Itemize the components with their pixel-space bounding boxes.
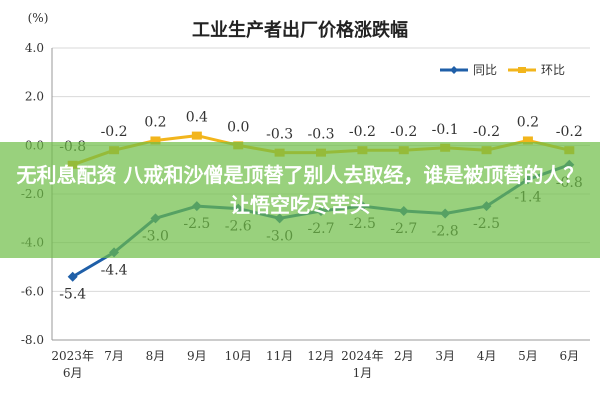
x-tick-label: 11月 xyxy=(266,349,293,363)
x-tick-label: 10月 xyxy=(225,349,252,363)
data-label-环比: -0.2 xyxy=(101,124,128,140)
data-label-环比: -0.2 xyxy=(556,124,583,140)
data-label-环比: 0.2 xyxy=(517,114,539,130)
x-tick-label: 9月 xyxy=(187,349,207,363)
x-tick-label: 2024年 xyxy=(341,349,384,363)
x-tick-label: 12月 xyxy=(307,349,334,363)
x-tick-label: 5月 xyxy=(518,349,538,363)
data-label-环比: -0.3 xyxy=(308,127,335,143)
y-tick-label: 2.0 xyxy=(25,90,44,104)
x-tick-label: 3月 xyxy=(435,349,455,363)
x-tick-label: 6月 xyxy=(559,349,579,363)
data-label-环比: -0.1 xyxy=(432,122,459,138)
x-tick-label: 6月 xyxy=(63,366,83,380)
data-label-环比: -0.2 xyxy=(349,124,376,140)
data-label-环比: 0.4 xyxy=(186,110,208,126)
legend-marker-环比 xyxy=(518,67,526,73)
legend: 同比 环比 xyxy=(440,63,565,77)
y-unit-label: (%) xyxy=(28,11,49,25)
data-label-环比: -0.2 xyxy=(473,124,500,140)
x-tick-label: 8月 xyxy=(146,349,166,363)
x-tick-label: 4月 xyxy=(477,349,497,363)
data-label-环比: 0.2 xyxy=(144,114,166,130)
data-point-同比 xyxy=(67,271,78,282)
data-label-环比: -0.2 xyxy=(390,124,417,140)
x-tick-label: 2月 xyxy=(394,349,414,363)
x-tick-label: 7月 xyxy=(104,349,124,363)
x-tick-label: 1月 xyxy=(353,366,373,380)
x-tick-label: 2023年 xyxy=(51,349,94,363)
data-label-环比: 0.0 xyxy=(227,119,249,135)
data-point-环比 xyxy=(522,136,533,145)
legend-marker-同比 xyxy=(450,66,458,74)
legend-label-环比: 环比 xyxy=(541,63,565,77)
data-point-环比 xyxy=(150,136,161,145)
data-label-同比: -4.4 xyxy=(101,262,128,278)
data-label-环比: -0.3 xyxy=(266,127,293,143)
y-tick-label: -6.0 xyxy=(21,284,44,298)
y-tick-label: -8.0 xyxy=(21,333,44,347)
y-tick-label: 4.0 xyxy=(25,41,44,55)
headline-text[interactable]: 无利息配资 八戒和沙僧是顶替了别人去取经，谁是被顶替的人？让悟空吃尽苦头 xyxy=(16,163,584,217)
headline-banner xyxy=(0,142,600,258)
data-point-环比 xyxy=(191,131,202,140)
legend-label-同比: 同比 xyxy=(473,63,497,77)
chart-title: 工业生产者出厂价格涨跌幅 xyxy=(192,19,408,41)
data-label-同比: -5.4 xyxy=(59,287,86,303)
